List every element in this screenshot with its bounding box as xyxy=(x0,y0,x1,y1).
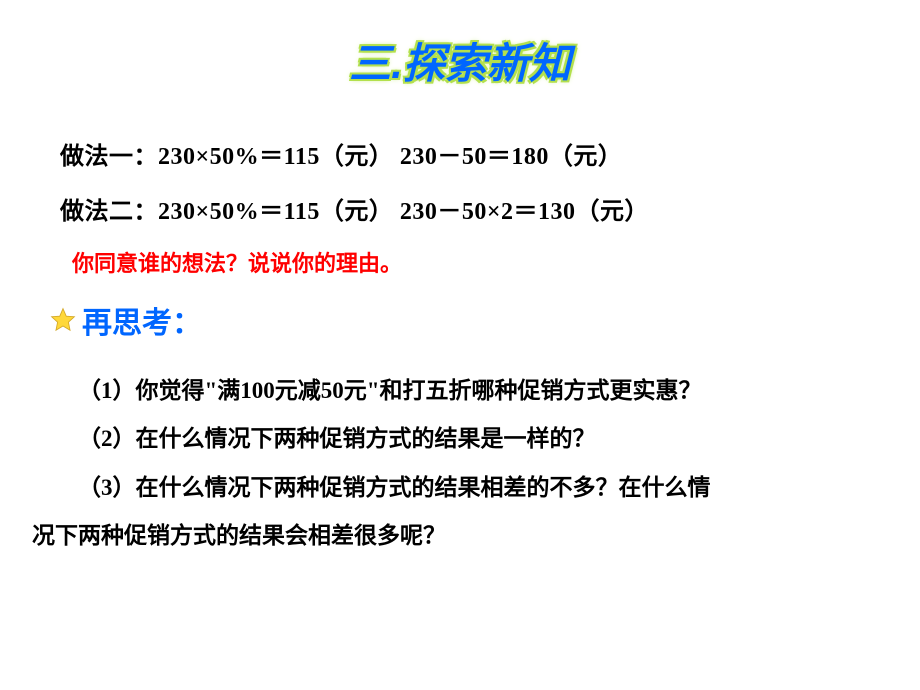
star-icon xyxy=(50,307,76,333)
question-2: （2）在什么情况下两种促销方式的结果是一样的？ xyxy=(32,415,860,463)
star-shape xyxy=(52,309,75,331)
question-3-line2: 况下两种促销方式的结果会相差很多呢？ xyxy=(32,512,860,560)
think-heading-row: 再思考： xyxy=(50,298,860,342)
calc-method-2: 做法二：230×50%＝115（元） 230－50×2＝130（元） xyxy=(60,191,860,226)
question-3-line1: （3）在什么情况下两种促销方式的结果相差的不多？在什么情 xyxy=(32,464,860,512)
think-label: 再思考： xyxy=(82,298,202,342)
agree-prompt: 你同意谁的想法？说说你的理由。 xyxy=(72,246,860,278)
calc-method-1: 做法一：230×50%＝115（元） 230－50＝180（元） xyxy=(60,136,860,171)
slide-container: 三.探索新知 做法一：230×50%＝115（元） 230－50＝180（元） … xyxy=(0,0,920,690)
section-title: 三.探索新知 xyxy=(60,30,860,91)
question-1: （1）你觉得"满100元减50元"和打五折哪种促销方式更实惠？ xyxy=(32,367,860,415)
